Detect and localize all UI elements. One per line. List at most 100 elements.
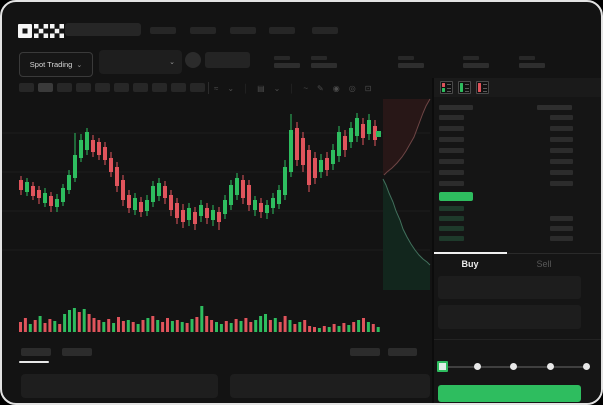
timeframe-icon[interactable]: ≈ [214,83,219,93]
ask-row-amount[interactable] [550,137,573,142]
bid-row-price[interactable] [439,216,464,221]
chart-footer-tab[interactable] [62,348,92,356]
timeframe-chip[interactable] [76,83,91,92]
candle-body [247,185,251,205]
stat-value-placeholder [463,63,489,68]
okx-logo[interactable] [18,24,64,44]
nav-item[interactable] [150,27,176,34]
nav-item[interactable] [190,27,216,34]
chart-footer-control[interactable] [350,348,380,356]
ask-row-amount[interactable] [550,115,573,120]
timeframe-chip[interactable] [114,83,129,92]
volume-bar [366,322,370,332]
candle-body [235,178,239,195]
ask-row-price[interactable] [439,170,464,175]
ask-row-amount[interactable] [550,148,573,153]
ask-row-price[interactable] [439,181,464,186]
slider-stop-dot[interactable] [510,363,517,370]
candle-body [103,147,107,160]
candle-body [169,195,173,210]
nav-item[interactable] [230,27,256,34]
ask-row-amount[interactable] [550,170,573,175]
chart-footer-control[interactable] [388,348,417,356]
search-input[interactable] [65,23,141,36]
pair-selector-dropdown[interactable]: ⌄ [99,50,182,74]
timeframe-chip[interactable] [190,83,205,92]
settings-icon[interactable]: ◎ [348,83,356,93]
volume-bar [63,314,67,332]
timeframe-chip[interactable] [57,83,72,92]
bid-row-amount[interactable] [550,236,573,241]
volume-bar [352,322,356,332]
stat-label-placeholder [398,56,414,60]
timeframe-chip[interactable] [19,83,34,92]
ask-row-price[interactable] [439,115,464,120]
candle-body [211,210,215,220]
ask-row-amount[interactable] [550,159,573,164]
depth-bid-line [382,178,431,266]
candle-body [67,175,71,190]
chevron-down-icon[interactable]: ⌄ [227,83,235,93]
volume-bar [298,322,302,332]
candlestick-chart[interactable] [2,97,432,339]
chevron-down-icon[interactable]: ⌄ [273,83,281,93]
ask-row-price[interactable] [439,137,464,142]
volume-bar [322,326,326,332]
fullscreen-icon[interactable]: ⊡ [364,83,372,93]
orderbook-both-icon[interactable] [440,81,453,94]
timeframe-chip[interactable] [133,83,148,92]
bid-row-amount[interactable] [550,216,573,221]
orderbook-bids-icon[interactable] [458,81,471,94]
draw-pencil-icon[interactable]: ✎ [317,83,324,93]
volume-bar [166,318,169,332]
nav-item[interactable] [312,27,338,34]
camera-icon[interactable]: ◉ [332,83,340,93]
orders-panel-placeholder[interactable] [21,374,218,398]
bid-row-price[interactable] [439,236,464,241]
candle-body [277,190,281,204]
ask-row-price[interactable] [439,126,464,131]
toolbar-divider [208,82,209,94]
chart-footer-tab-active[interactable] [21,348,51,356]
slider-handle[interactable] [437,361,448,372]
line-style-icon[interactable]: ~ [303,83,309,93]
timeframe-chip[interactable] [38,83,53,92]
stat-label-placeholder [519,56,535,60]
bid-row-price[interactable] [439,226,464,231]
orderbook-asks-icon[interactable] [476,81,489,94]
history-panel-placeholder[interactable] [230,374,430,398]
volume-bar [337,326,341,332]
trade-side-panel: Buy Sell [432,78,601,403]
volume-bar [308,326,312,332]
slider-stop-dot[interactable] [583,363,590,370]
candle-body [295,128,299,160]
depth-ask-area [383,99,430,175]
coin-avatar[interactable] [185,52,201,68]
amount-input[interactable] [438,305,581,329]
depth-bid-area [383,179,430,290]
timeframe-chip[interactable] [152,83,167,92]
bid-row-price[interactable] [439,206,464,211]
tab-buy[interactable]: Buy [461,259,479,269]
timeframe-chip[interactable] [95,83,110,92]
nav-item[interactable] [269,27,295,34]
price-input[interactable] [438,276,581,299]
market-type-dropdown[interactable]: Spot Trading ⌄ [19,52,93,77]
candle-body [325,158,329,170]
buy-submit-button[interactable] [438,385,581,402]
ask-row-amount[interactable] [550,126,573,131]
candle-body [349,128,353,142]
candle-body [355,118,359,136]
slider-stop-dot[interactable] [473,363,481,370]
depth-ask-line [383,98,431,176]
slider-stop-dot[interactable] [546,363,554,370]
volume-bar [303,320,307,332]
candle-type-icon[interactable]: ▤ [257,83,265,93]
bid-row-amount[interactable] [550,226,573,231]
tab-sell[interactable]: Sell [536,259,552,269]
candle-body [331,150,335,164]
ask-row-price[interactable] [439,159,464,164]
timeframe-chip[interactable] [171,83,186,92]
ask-row-amount[interactable] [550,181,573,186]
ask-row-price[interactable] [439,148,464,153]
